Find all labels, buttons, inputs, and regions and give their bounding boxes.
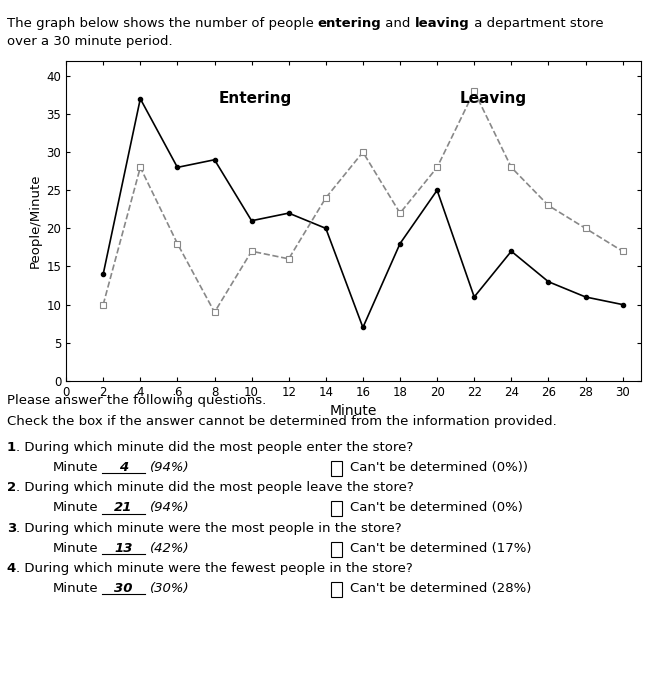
Text: . During which minute did the most people leave the store?: . During which minute did the most peopl… [16,481,414,494]
Text: . During which minute did the most people enter the store?: . During which minute did the most peopl… [16,441,413,454]
Text: 21: 21 [114,501,133,514]
Text: The graph below shows the number of people: The graph below shows the number of peop… [7,17,318,30]
Text: 4: 4 [119,461,128,474]
Text: 1: 1 [7,441,16,454]
Text: 4: 4 [7,562,16,575]
Text: (30%): (30%) [150,582,190,595]
Text: 13: 13 [114,542,133,555]
Text: . During which minute were the most people in the store?: . During which minute were the most peop… [16,522,401,534]
Text: Can't be determined (17%): Can't be determined (17%) [350,542,532,555]
Text: Can't be determined (0%): Can't be determined (0%) [350,501,524,514]
Text: . During which minute were the fewest people in the store?: . During which minute were the fewest pe… [16,562,412,575]
Text: (94%): (94%) [150,501,190,514]
Text: Entering: Entering [219,91,292,106]
Text: Check the box if the answer cannot be determined from the information provided.: Check the box if the answer cannot be de… [7,415,557,427]
Text: a department store: a department store [470,17,603,30]
Text: Please answer the following questions.: Please answer the following questions. [7,394,266,407]
Text: entering: entering [318,17,381,30]
Text: leaving: leaving [415,17,470,30]
Text: Minute: Minute [53,582,98,595]
Text: (94%): (94%) [150,461,190,474]
Text: (42%): (42%) [150,542,190,555]
Text: Minute: Minute [53,501,98,514]
Text: Can't be determined (28%): Can't be determined (28%) [350,582,531,595]
Text: and: and [381,17,415,30]
Text: Minute: Minute [53,461,98,474]
Text: 2: 2 [7,481,16,494]
Text: 3: 3 [7,522,16,534]
X-axis label: Minute: Minute [330,404,377,419]
Text: over a 30 minute period.: over a 30 minute period. [7,35,173,48]
Text: Minute: Minute [53,542,98,555]
Text: Can't be determined (0%)): Can't be determined (0%)) [350,461,528,474]
Y-axis label: People/Minute: People/Minute [29,173,42,268]
Text: Leaving: Leaving [460,91,527,106]
Text: 30: 30 [114,582,133,595]
